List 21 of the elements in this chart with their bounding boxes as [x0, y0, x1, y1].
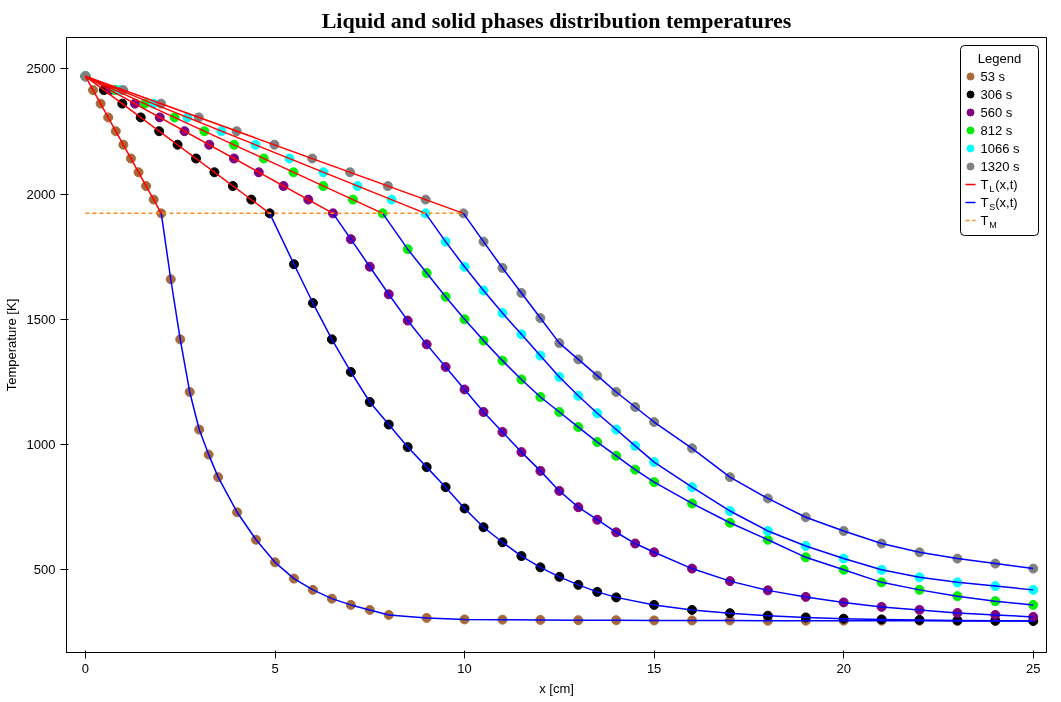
y-tick-label: 500	[33, 562, 56, 578]
y-tick-label: 2500	[26, 61, 56, 77]
x-tick-label: 15	[646, 660, 662, 676]
legend-label: 1066 s	[980, 141, 1021, 156]
x-axis-title: x [cm]	[539, 680, 574, 696]
x-tick-label: 5	[271, 660, 279, 676]
y-tick-label: 2000	[26, 186, 56, 202]
x-tick-label: 20	[836, 660, 851, 676]
y-axis-title: Temperature [K]	[3, 298, 19, 392]
x-tick-label: 10	[457, 660, 472, 676]
legend-title: Legend	[977, 51, 1022, 66]
chart-title: Liquid and solid phases distribution temperatures	[321, 7, 792, 33]
legend-label: 812 s	[980, 123, 1013, 138]
legend-label: 1320 s	[980, 159, 1021, 174]
x-tick-label: 0	[81, 660, 90, 676]
y-tick-label: 1000	[26, 437, 56, 453]
legend-label: 53 s	[980, 69, 1006, 84]
legend-label: 306 s	[980, 87, 1013, 102]
y-tick-label: 1500	[26, 311, 56, 327]
x-tick-label: 25	[1026, 660, 1041, 676]
legend-label: 560 s	[980, 105, 1013, 120]
